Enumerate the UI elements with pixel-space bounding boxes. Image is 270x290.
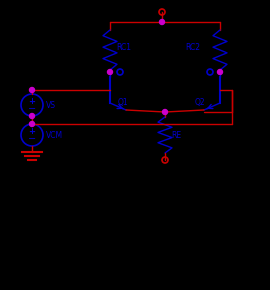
Circle shape (160, 19, 164, 24)
Circle shape (218, 70, 222, 75)
Text: VS: VS (46, 101, 56, 110)
Text: −: − (28, 104, 36, 114)
Circle shape (107, 70, 113, 75)
Circle shape (29, 122, 35, 126)
Text: RC1: RC1 (116, 44, 131, 52)
Text: +: + (29, 126, 35, 135)
Circle shape (29, 88, 35, 93)
Text: −: − (28, 134, 36, 144)
Circle shape (163, 110, 167, 115)
Text: VCM: VCM (46, 130, 63, 139)
Text: +: + (29, 97, 35, 106)
Circle shape (29, 113, 35, 119)
Text: Q2: Q2 (195, 97, 206, 106)
Text: Q1: Q1 (118, 97, 129, 106)
Text: RC2: RC2 (185, 44, 200, 52)
Text: RE: RE (171, 130, 181, 139)
